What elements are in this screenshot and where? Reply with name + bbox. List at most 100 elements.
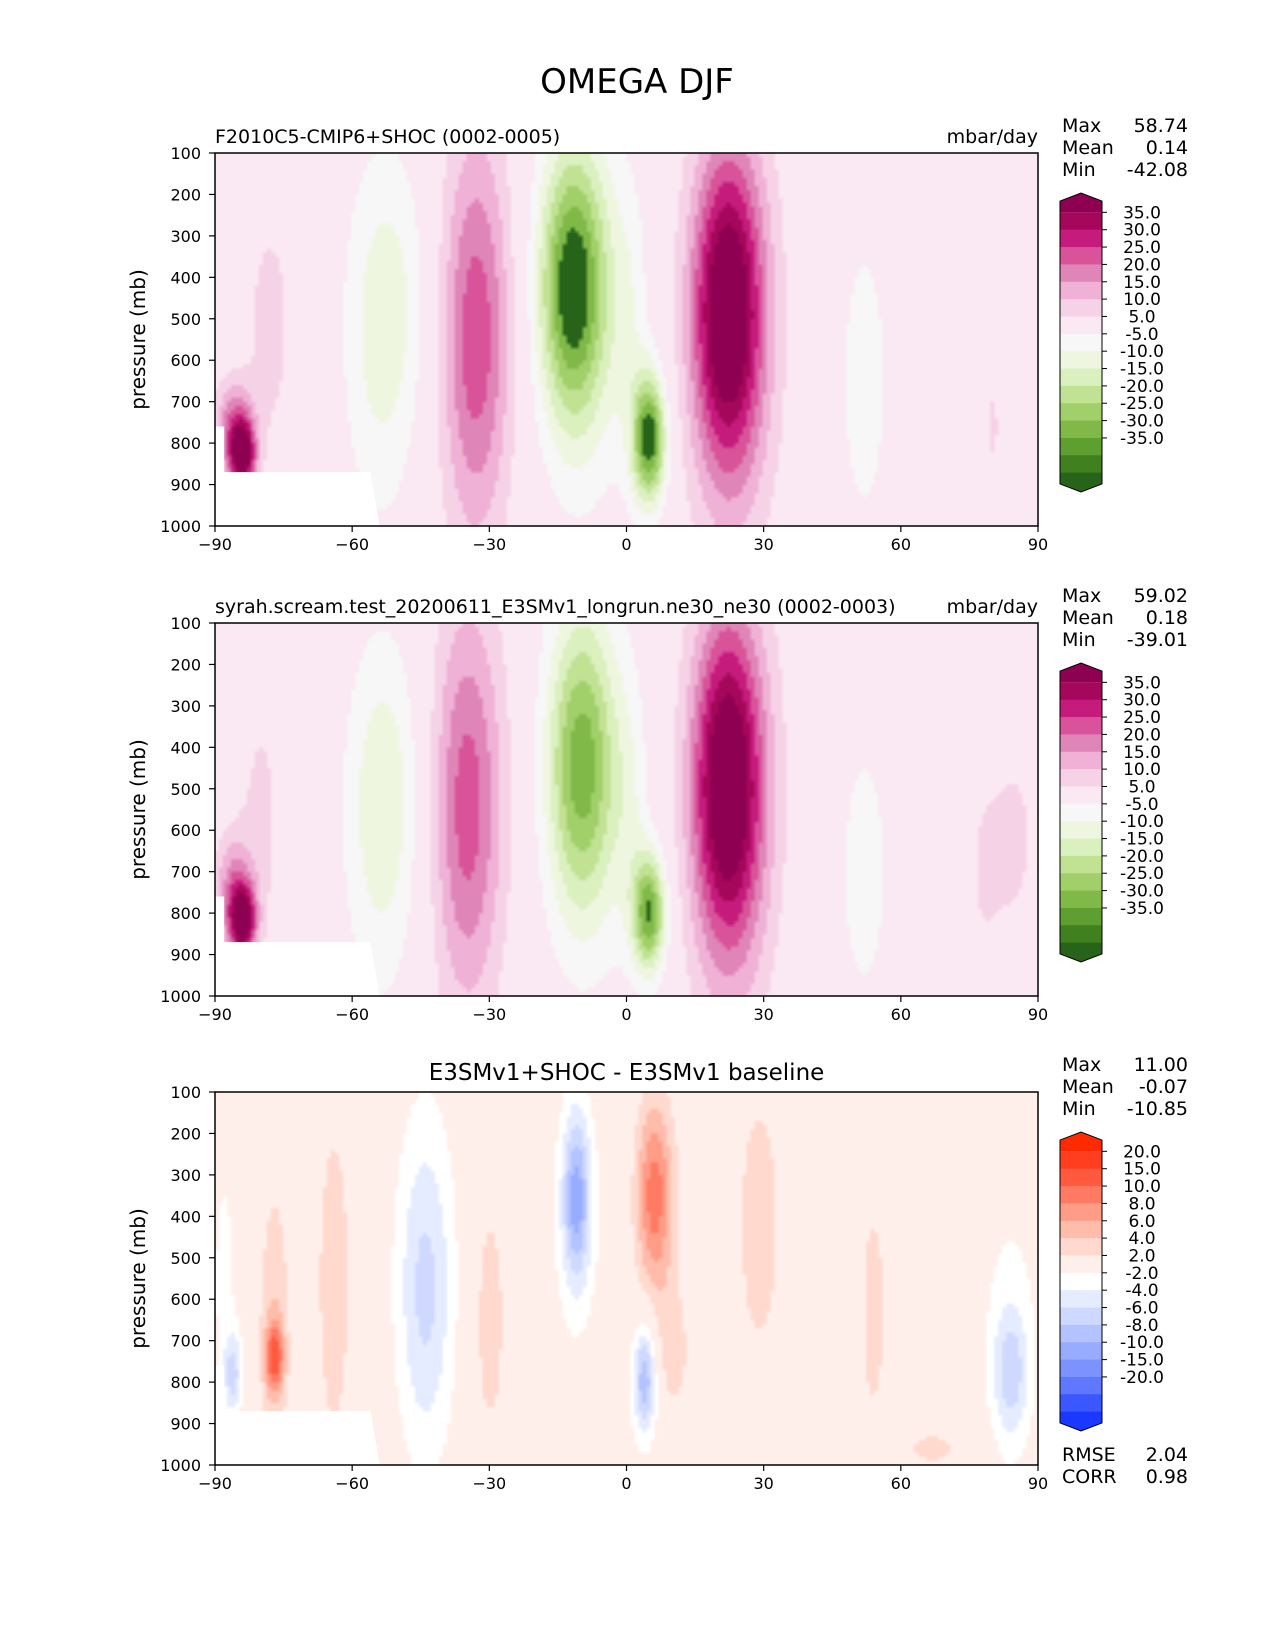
x-tick-label: 0 [621, 1005, 631, 1024]
colorbar-swatch [1060, 193, 1102, 213]
y-tick-label: 1000 [160, 987, 201, 1006]
colorbar-swatch [1060, 281, 1102, 300]
panel-test: −90 −60 −30 0 30 60 90 100 200 300 400 500 600 700 800… [126, 115, 1188, 554]
colorbar-swatch [1060, 734, 1102, 753]
colorbar-swatch [1060, 838, 1102, 857]
stat-min-value: -39.01 [1127, 629, 1188, 651]
colorbar-label: 20.0 [1123, 725, 1161, 745]
x-tick-label: −30 [472, 1474, 506, 1493]
units-label: mbar/day [947, 596, 1038, 618]
colorbar-swatch [1060, 1272, 1102, 1291]
stat-min-value: -10.85 [1127, 1098, 1188, 1120]
colorbar-label: 20.0 [1123, 255, 1161, 275]
topography-mask [215, 896, 380, 996]
colorbar-label: 6.0 [1128, 1212, 1155, 1232]
colorbar-label: -4.0 [1125, 1281, 1158, 1301]
colorbar-label: 10.0 [1123, 290, 1161, 310]
x-tick-label: −90 [198, 1005, 232, 1024]
y-axis-label: pressure (mb) [126, 269, 150, 410]
colorbar-label: -10.0 [1120, 342, 1164, 362]
colorbar-swatch [1060, 316, 1102, 335]
stat-mean-label: Mean [1062, 607, 1114, 629]
colorbar-label: 35.0 [1123, 203, 1161, 223]
stat-max-value: 59.02 [1134, 585, 1188, 607]
colorbar-label: 5.0 [1128, 777, 1155, 797]
y-tick-label: 400 [170, 1207, 201, 1226]
panel-title: E3SMv1+SHOC - E3SMv1 baseline [429, 1060, 825, 1086]
colorbar-swatch [1060, 264, 1102, 283]
colorbar-swatch [1060, 455, 1102, 474]
y-tick-label: 600 [170, 351, 201, 370]
colorbar-swatch [1060, 247, 1102, 265]
colorbar-swatch [1060, 368, 1102, 387]
colorbar-label: -8.0 [1125, 1316, 1158, 1336]
stat-max-label: Max [1062, 1054, 1101, 1076]
colorbar-swatch [1060, 229, 1102, 248]
y-tick-label: 800 [170, 434, 201, 453]
colorbar-swatch [1060, 385, 1102, 404]
y-tick-label: 600 [170, 1290, 201, 1309]
stat-mean-label: Mean [1062, 1076, 1114, 1098]
corr-label: CORR [1062, 1466, 1117, 1488]
colorbar-label: -35.0 [1120, 429, 1164, 449]
colorbar-label: -20.0 [1120, 847, 1164, 867]
colorbar-label: 4.0 [1128, 1229, 1155, 1249]
y-tick-label: 800 [170, 904, 201, 923]
x-tick-label: 0 [621, 535, 631, 554]
colorbar-swatch [1060, 699, 1102, 718]
colorbar-swatch [1060, 1411, 1102, 1431]
rmse-value: 2.04 [1146, 1444, 1188, 1466]
panel-title: F2010C5-CMIP6+SHOC (0002-0005) [215, 126, 560, 148]
y-tick-label: 1000 [160, 517, 201, 536]
contour-field [215, 623, 1038, 996]
x-tick-label: 60 [891, 535, 911, 554]
colorbar-label: 30.0 [1123, 221, 1161, 241]
colorbar-swatch [1060, 803, 1102, 822]
y-tick-label: 900 [170, 1415, 201, 1434]
y-tick-label: 200 [170, 1124, 201, 1143]
colorbar-swatch [1060, 1290, 1102, 1309]
figure-title: OMEGA DJF [540, 62, 734, 102]
stat-mean-label: Mean [1062, 137, 1114, 159]
colorbar-label: -10.0 [1120, 1333, 1164, 1353]
colorbar: 20.015.010.08.06.04.02.0-2.0-4.0-6.0-8.0… [1059, 1131, 1164, 1432]
colorbar: 35.030.025.020.015.010.05.0-5.0-10.0-15.… [1059, 662, 1164, 963]
y-tick-label: 400 [170, 738, 201, 757]
y-tick-label: 800 [170, 1373, 201, 1392]
colorbar-swatch [1060, 942, 1102, 962]
y-tick-label: 900 [170, 476, 201, 495]
x-tick-label: −30 [472, 1005, 506, 1024]
colorbar-label: -5.0 [1125, 795, 1158, 815]
colorbar-swatch [1060, 663, 1102, 683]
colorbar-swatch [1060, 1203, 1102, 1222]
colorbar-label: 5.0 [1128, 307, 1155, 327]
colorbar-swatch [1060, 1376, 1102, 1395]
colorbar-swatch [1060, 1342, 1102, 1361]
corr-value: 0.98 [1146, 1466, 1188, 1488]
colorbar-swatch [1060, 1394, 1102, 1413]
colorbar-label: 15.0 [1123, 743, 1161, 763]
colorbar-label: -2.0 [1125, 1264, 1158, 1284]
y-tick-label: 400 [170, 268, 201, 287]
y-tick-label: 200 [170, 185, 201, 204]
stat-max-label: Max [1062, 585, 1101, 607]
colorbar-label: -15.0 [1120, 830, 1164, 850]
panel-reference: −90 −60 −30 0 30 60 90 100 200 300 400 500 600 700 800… [126, 585, 1188, 1024]
colorbar-label: -25.0 [1120, 864, 1164, 884]
x-tick-label: −60 [335, 535, 369, 554]
colorbar-outline [1059, 662, 1103, 963]
x-tick-label: 60 [891, 1474, 911, 1493]
colorbar-swatch [1060, 351, 1102, 370]
contour-field [215, 153, 1038, 526]
y-tick-label: 100 [170, 144, 201, 163]
colorbar-swatch [1060, 420, 1102, 439]
colorbar-label: -20.0 [1120, 1368, 1164, 1388]
y-tick-label: 700 [170, 863, 201, 882]
y-tick-label: 500 [170, 1249, 201, 1268]
colorbar-label: 25.0 [1123, 708, 1161, 728]
colorbar-label: 10.0 [1123, 760, 1161, 780]
colorbar-swatch [1060, 403, 1102, 422]
x-tick-label: −90 [198, 1474, 232, 1493]
colorbar-swatch [1060, 682, 1102, 701]
